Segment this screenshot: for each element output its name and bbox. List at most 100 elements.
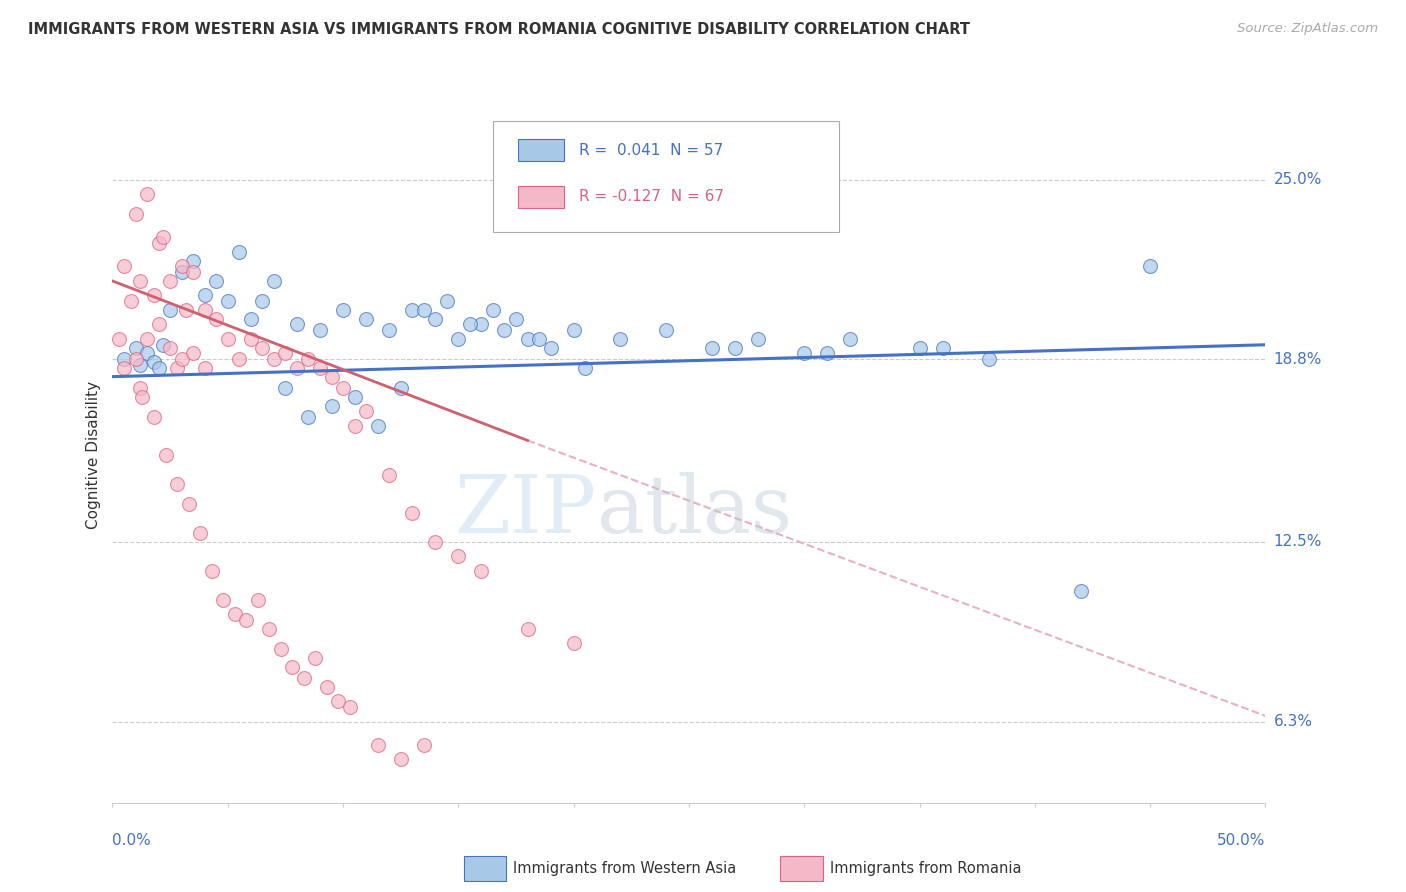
Point [343,419,366,434]
Point [259,622,281,636]
Point [425,534,447,549]
Text: ZIP: ZIP [454,472,596,549]
Point [194,303,217,318]
Point [263,352,285,367]
Point [194,361,217,376]
Point [332,381,354,395]
Point [136,346,159,360]
Point [321,399,343,413]
Point [152,230,174,244]
Point [367,419,389,434]
Point [354,311,377,326]
Point [166,476,188,491]
Point [120,294,142,309]
Point [931,341,953,355]
Point [281,659,304,673]
Point [747,332,769,346]
Point [367,738,389,752]
Point [136,187,159,202]
Point [793,346,815,360]
Point [124,352,146,367]
Point [274,381,297,395]
Bar [519,186,564,208]
Point [343,390,366,404]
Text: 18.8%: 18.8% [1274,351,1322,367]
Point [389,752,412,766]
Point [166,361,188,376]
Point [194,288,217,302]
Point [447,549,470,564]
Point [181,253,204,268]
Text: atlas: atlas [596,472,792,549]
Point [112,352,135,367]
Point [152,338,174,352]
Point [700,341,723,355]
Point [246,592,269,607]
Point [389,381,412,395]
Point [235,613,257,627]
Text: R =  0.041  N = 57: R = 0.041 N = 57 [579,143,724,158]
Point [297,410,319,425]
Point [562,323,585,337]
Point [655,323,678,337]
Point [155,448,177,462]
Point [425,311,447,326]
Point [470,318,492,332]
Point [724,341,747,355]
Point [274,346,297,360]
Point [270,642,292,657]
Text: 25.0%: 25.0% [1274,172,1322,187]
Point [562,636,585,650]
Point [124,341,146,355]
Point [458,318,481,332]
Point [181,346,204,360]
Point [129,358,152,372]
Point [205,311,228,326]
Point [170,260,193,274]
Point [181,265,204,279]
Point [378,323,401,337]
Point [285,318,308,332]
Point [574,361,596,376]
Point [217,332,239,346]
Text: 0.0%: 0.0% [112,833,152,848]
Point [309,361,332,376]
Point [516,332,538,346]
Point [482,303,505,318]
Point [505,311,527,326]
Point [412,738,434,752]
Point [304,651,326,665]
Point [297,352,319,367]
Point [108,332,131,346]
Point [224,607,246,622]
Point [159,303,181,318]
Text: 50.0%: 50.0% [1218,833,1265,848]
Point [815,346,838,360]
Point [412,303,434,318]
Point [494,323,516,337]
Point [401,506,423,520]
Text: IMMIGRANTS FROM WESTERN ASIA VS IMMIGRANTS FROM ROMANIA COGNITIVE DISABILITY COR: IMMIGRANTS FROM WESTERN ASIA VS IMMIGRAN… [28,22,970,37]
Point [112,361,135,376]
Point [129,274,152,288]
Point [328,694,350,708]
Text: Immigrants from Romania: Immigrants from Romania [830,862,1021,876]
Text: R = -0.127  N = 67: R = -0.127 N = 67 [579,189,724,204]
Point [354,404,377,418]
Point [908,341,931,355]
Point [148,318,170,332]
Point [309,323,332,337]
Point [188,526,211,541]
Point [447,332,470,346]
Point [159,274,181,288]
Point [977,352,1000,367]
Point [148,361,170,376]
Point [540,341,562,355]
Text: Immigrants from Western Asia: Immigrants from Western Asia [513,862,737,876]
Point [201,564,224,578]
FancyBboxPatch shape [494,121,839,232]
Bar [519,139,564,161]
Text: 6.3%: 6.3% [1274,714,1313,729]
Point [228,352,250,367]
Y-axis label: Cognitive Disability: Cognitive Disability [86,381,101,529]
